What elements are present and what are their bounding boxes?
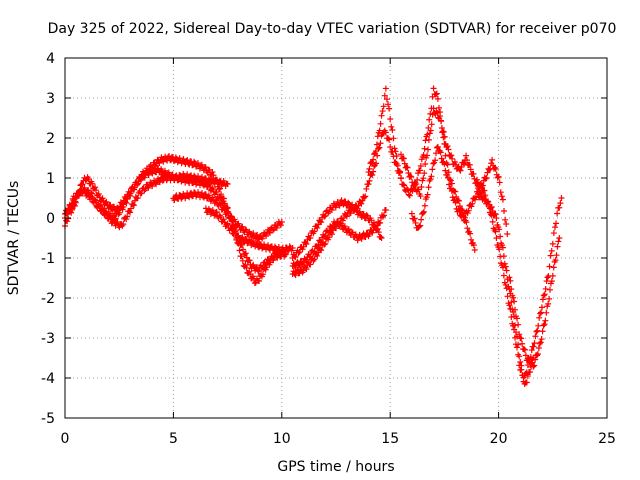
plus-markers: [473, 176, 565, 381]
y-tick-label: -3: [41, 331, 55, 347]
series-track-2: [62, 165, 290, 275]
y-tick-label: -1: [41, 251, 55, 267]
y-tick-label: -2: [41, 291, 55, 307]
grid-layer: [65, 58, 607, 418]
plus-markers: [398, 105, 511, 237]
plot-frame: [64, 57, 608, 419]
y-tick-label: 2: [46, 131, 55, 147]
series-track-8: [289, 197, 385, 262]
plus-markers: [289, 197, 385, 262]
x-tick-label: 25: [598, 431, 616, 447]
y-tick-label: 4: [46, 51, 55, 67]
chart-title: Day 325 of 2022, Sidereal Day-to-day VTE…: [48, 21, 617, 37]
y-axis-label: SDTVAR / TECUs: [6, 181, 22, 296]
plus-markers: [170, 189, 285, 243]
plus-markers: [62, 165, 290, 275]
series-track-12: [473, 176, 565, 381]
tick-layer: 0 5 10 15 20 25 -5 -4 -3 -2 -1 0 1 2 3 4: [41, 51, 616, 447]
series-track-4: [170, 189, 285, 243]
plus-markers: [202, 205, 296, 256]
y-tick-label: 0: [46, 211, 55, 227]
x-tick-label: 5: [169, 431, 178, 447]
y-tick-label: 1: [46, 171, 55, 187]
series-track-10: [398, 105, 511, 237]
series-track-5: [202, 205, 296, 256]
x-tick-label: 15: [381, 431, 399, 447]
series-track-13: [506, 235, 563, 370]
x-tick-label: 20: [490, 431, 508, 447]
y-tick-label: -4: [41, 371, 55, 387]
x-axis-label: GPS time / hours: [277, 459, 394, 475]
plus-markers: [289, 207, 389, 271]
y-tick-label: -5: [41, 411, 55, 427]
x-tick-label: 10: [273, 431, 291, 447]
series-track-7: [289, 207, 389, 271]
data-layer: [62, 85, 565, 387]
y-tick-label: 3: [46, 91, 55, 107]
series-track-9: [365, 85, 478, 253]
x-tick-label: 0: [61, 431, 70, 447]
plus-markers: [365, 85, 478, 253]
plus-markers: [506, 235, 563, 370]
